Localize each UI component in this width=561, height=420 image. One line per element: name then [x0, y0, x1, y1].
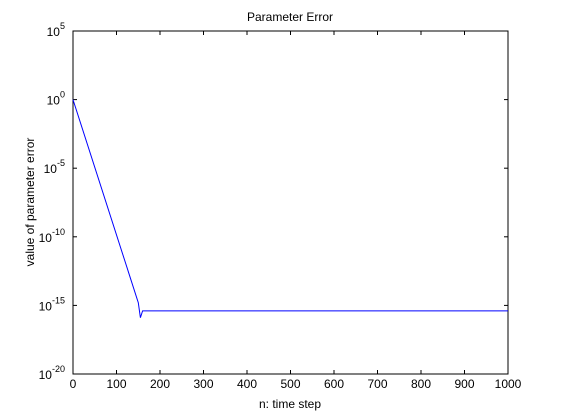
y-tick-exponent: -10	[52, 227, 65, 237]
y-tick-label: 10-15	[39, 295, 65, 313]
x-tick-label: 600	[324, 377, 344, 391]
y-tick-exponent: -20	[52, 364, 65, 374]
x-tick-label: 0	[70, 377, 77, 391]
x-tick-label: 500	[280, 377, 300, 391]
y-axis-label: value of parameter error	[23, 138, 37, 267]
y-tick-label: 10-5	[44, 158, 65, 176]
y-tick-label: 105	[47, 21, 65, 39]
x-tick-label: 1000	[495, 377, 522, 391]
y-tick-label: 10-10	[39, 227, 65, 245]
x-tick-label: 800	[411, 377, 431, 391]
y-tick-base: 10	[47, 94, 61, 108]
y-tick-exponent: -15	[52, 295, 65, 305]
x-tick-label: 900	[454, 377, 474, 391]
chart-title: Parameter Error	[247, 10, 333, 24]
y-tick-base: 10	[39, 368, 53, 382]
plot-area	[72, 30, 509, 375]
x-tick-label: 700	[367, 377, 387, 391]
x-tick-label: 300	[193, 377, 213, 391]
series-line-0	[72, 99, 508, 318]
y-tick-exponent: 0	[60, 90, 65, 100]
y-tick-base: 10	[39, 299, 53, 313]
x-tick-label: 100	[106, 377, 126, 391]
y-tick-exponent: -5	[57, 158, 65, 168]
y-tick-label: 10-20	[39, 364, 65, 382]
x-tick-label: 200	[150, 377, 170, 391]
series-layer	[72, 99, 508, 318]
y-tick-base: 10	[39, 231, 53, 245]
y-tick-base: 10	[44, 162, 58, 176]
x-tick-label: 400	[237, 377, 257, 391]
y-tick-base: 10	[47, 25, 61, 39]
x-axis-label: n: time step	[259, 397, 321, 411]
x-axis: 0 100 200 300 400 500 600 700 800 900 1000	[70, 31, 522, 391]
y-tick-label: 100	[47, 90, 65, 108]
y-tick-exponent: 5	[60, 21, 65, 31]
